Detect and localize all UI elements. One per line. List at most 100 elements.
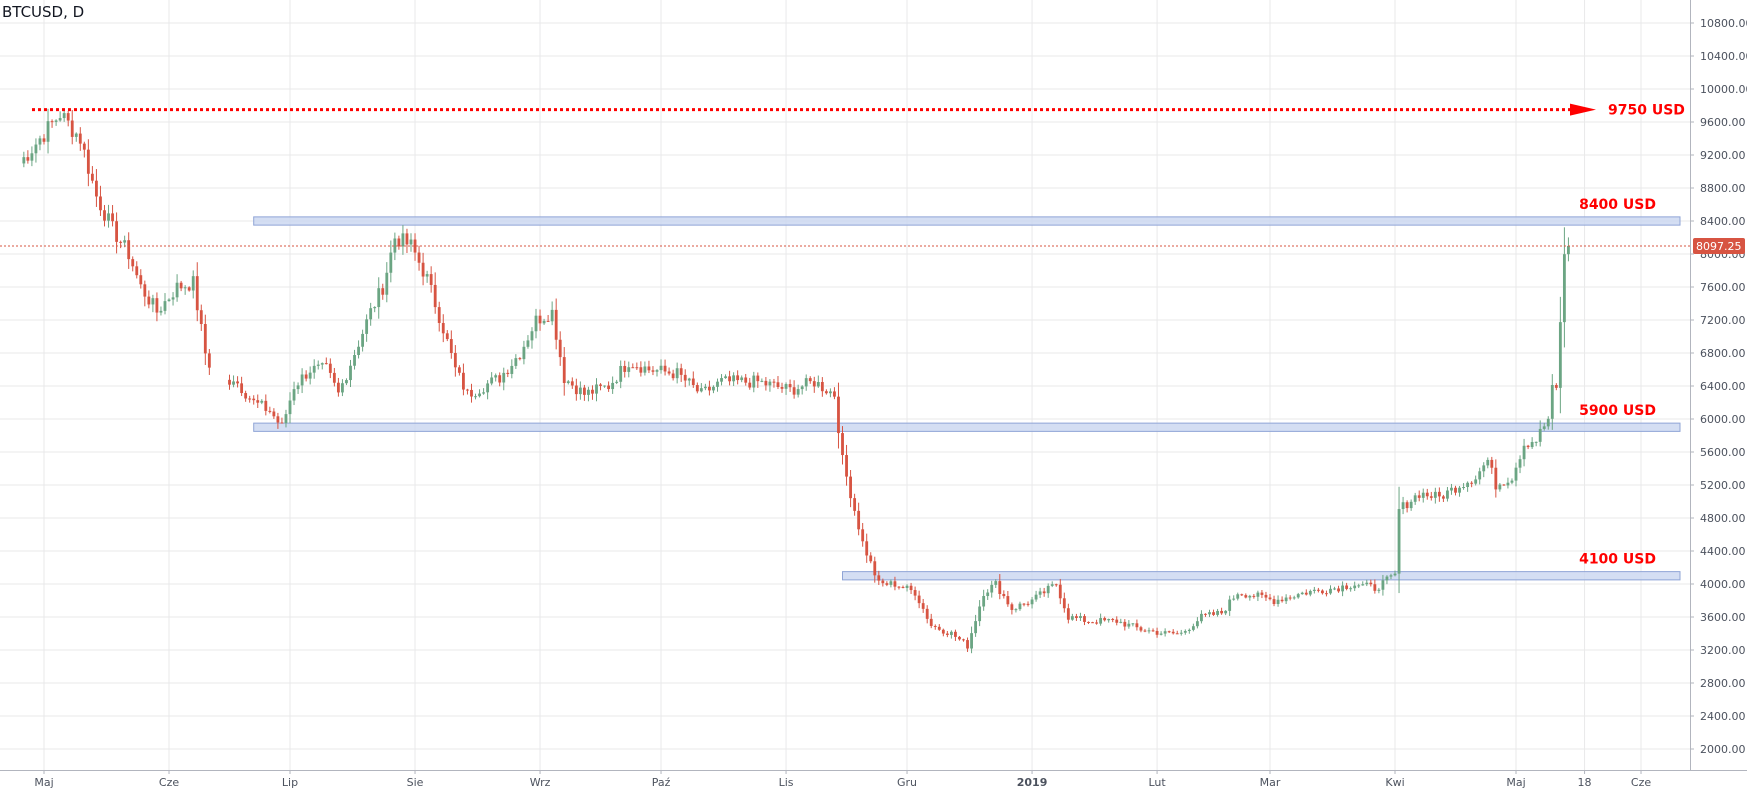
candle-body bbox=[659, 365, 663, 371]
current-price-label: 8097.25 bbox=[1696, 240, 1742, 253]
candle-body bbox=[1091, 622, 1094, 624]
price-tick-label: 7200.00 bbox=[1700, 314, 1746, 327]
candle bbox=[768, 379, 772, 392]
candle-body bbox=[1006, 596, 1010, 605]
candle bbox=[1393, 570, 1397, 577]
candle-body bbox=[78, 133, 82, 144]
time-tick-label: Lip bbox=[282, 776, 298, 789]
candle bbox=[1357, 583, 1361, 589]
candle bbox=[841, 426, 844, 465]
candle-body bbox=[566, 381, 570, 383]
candle-body bbox=[925, 608, 929, 619]
candle-body bbox=[546, 320, 550, 322]
time-tick-label: Gru bbox=[897, 776, 917, 789]
candle bbox=[776, 376, 780, 390]
candle-body bbox=[1276, 599, 1280, 605]
candle bbox=[103, 205, 106, 227]
candle-body bbox=[1268, 597, 1272, 600]
candle-body bbox=[695, 385, 699, 392]
candle bbox=[788, 379, 792, 392]
candle-body bbox=[256, 400, 260, 403]
candle bbox=[816, 375, 820, 388]
candle bbox=[272, 408, 276, 419]
candle-body bbox=[1010, 604, 1014, 610]
candle bbox=[1292, 595, 1296, 600]
candle bbox=[639, 361, 643, 377]
candle bbox=[889, 579, 893, 588]
candle bbox=[30, 146, 34, 167]
candle bbox=[107, 204, 110, 228]
candle-body bbox=[207, 353, 211, 368]
candle bbox=[449, 330, 453, 359]
candle bbox=[1304, 589, 1308, 596]
candle-body bbox=[683, 374, 687, 381]
candle bbox=[1300, 591, 1304, 595]
candle-body bbox=[744, 377, 748, 383]
candle-body bbox=[1070, 616, 1074, 620]
candle-body bbox=[183, 287, 187, 289]
candle bbox=[1087, 621, 1090, 625]
candle-body bbox=[248, 398, 252, 400]
candle-body bbox=[1062, 598, 1066, 609]
price-tick-label: 8800.00 bbox=[1700, 182, 1746, 195]
candle bbox=[175, 274, 179, 302]
candle-body bbox=[828, 391, 832, 394]
candle-body bbox=[1288, 597, 1292, 599]
candle-body bbox=[127, 240, 131, 260]
candle bbox=[401, 225, 405, 255]
candle bbox=[982, 589, 986, 611]
candle-body bbox=[978, 606, 982, 622]
candle-body bbox=[962, 639, 965, 641]
candle bbox=[466, 388, 469, 395]
candle bbox=[1341, 581, 1344, 597]
candle-body bbox=[1530, 442, 1534, 448]
candle bbox=[744, 373, 748, 386]
candle bbox=[385, 262, 389, 303]
candle-body bbox=[667, 371, 671, 374]
candle-body bbox=[776, 382, 780, 388]
candle-body bbox=[1393, 573, 1397, 576]
candle bbox=[772, 378, 776, 388]
candle bbox=[82, 141, 86, 158]
candle-body bbox=[837, 396, 840, 434]
candle-body bbox=[526, 340, 530, 347]
candle bbox=[804, 374, 808, 391]
candle bbox=[1345, 582, 1349, 591]
candle bbox=[373, 306, 377, 313]
candle-body bbox=[482, 392, 485, 394]
candle bbox=[1123, 619, 1127, 631]
candle bbox=[195, 262, 199, 322]
candle bbox=[183, 285, 187, 295]
candle-body bbox=[107, 213, 110, 221]
candle-body bbox=[244, 393, 248, 399]
candle bbox=[1143, 628, 1147, 633]
candle bbox=[1546, 416, 1550, 430]
candle bbox=[945, 630, 949, 638]
candle-body bbox=[562, 357, 566, 383]
candle-body bbox=[716, 381, 719, 387]
candle bbox=[1248, 594, 1252, 601]
candle-body bbox=[736, 375, 740, 381]
candle-body bbox=[1002, 594, 1006, 597]
candle-body bbox=[361, 333, 365, 347]
candle-body bbox=[1095, 622, 1098, 624]
candle-body bbox=[635, 367, 639, 369]
candle-body bbox=[163, 301, 167, 311]
candle bbox=[1397, 486, 1401, 594]
candle bbox=[720, 374, 723, 386]
candle bbox=[417, 245, 421, 271]
candle bbox=[958, 635, 961, 641]
candle bbox=[1091, 621, 1094, 624]
candle-body bbox=[937, 626, 941, 630]
candle-body bbox=[99, 196, 102, 211]
candle bbox=[1550, 374, 1554, 430]
candle bbox=[728, 370, 732, 386]
candle bbox=[1062, 592, 1066, 613]
candle-body bbox=[502, 372, 506, 383]
candle-body bbox=[470, 389, 473, 397]
candle bbox=[1264, 591, 1268, 601]
candle-body bbox=[1050, 584, 1054, 586]
candle bbox=[591, 385, 594, 400]
candle bbox=[1010, 602, 1014, 615]
candle bbox=[324, 357, 328, 365]
